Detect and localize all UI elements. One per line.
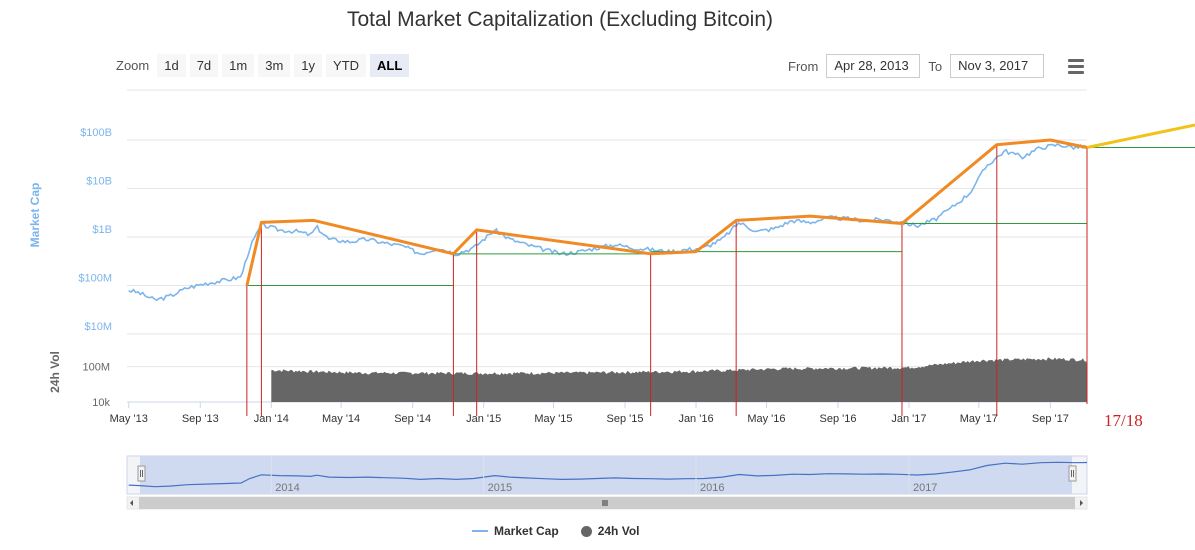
- zoom-button-all[interactable]: ALL: [370, 54, 410, 77]
- navigator-tick-label: 2016: [700, 482, 724, 494]
- zoom-button-1d[interactable]: 1d: [157, 54, 186, 77]
- chart-area[interactable]: $100B $10B $1B $100M $10M 100M 10k May '13 Sep …: [0, 0, 1195, 520]
- scroll-left-icon: [130, 500, 133, 506]
- to-date-input[interactable]: Nov 3, 2017: [950, 54, 1045, 78]
- x-tick-label: May '13: [110, 413, 148, 425]
- x-tick-label: Sep '16: [819, 413, 856, 425]
- trend-polyline: [245, 138, 1088, 286]
- from-date-input[interactable]: Apr 28, 2013: [826, 54, 921, 78]
- navigator-handle[interactable]: [1068, 465, 1077, 482]
- x-tick-label: Sep '14: [394, 413, 431, 425]
- scroll-right-icon: [1080, 500, 1083, 506]
- x-tick-label: Sep '15: [607, 413, 644, 425]
- x-tick-label: May '15: [534, 413, 572, 425]
- x-tick-label: Jan '16: [678, 413, 713, 425]
- y-tick-label: $100B: [80, 127, 112, 139]
- zoom-button-ytd[interactable]: YTD: [326, 54, 367, 77]
- market-cap-series: [128, 143, 1086, 302]
- zoom-bar: Zoom 1d 7d 1m 3m 1y YTD ALL: [116, 54, 410, 77]
- x-tick-label: May '14: [322, 413, 360, 425]
- vol-tick-label: 10k: [92, 397, 110, 409]
- navigator-handle[interactable]: [137, 465, 146, 482]
- line-swatch-icon: [472, 530, 488, 532]
- market-cap-line: [128, 143, 1086, 302]
- from-label: From: [788, 58, 819, 74]
- support-lines: [246, 147, 1195, 286]
- legend-item-market-cap[interactable]: Market Cap: [472, 524, 559, 538]
- x-tick-label: May '17: [960, 413, 998, 425]
- dot-swatch-icon: [580, 525, 592, 537]
- zoom-button-1y[interactable]: 1y: [294, 54, 323, 77]
- zoom-buttons: 1d 7d 1m 3m 1y YTD ALL: [157, 54, 410, 77]
- legend: Market Cap 24h Vol: [472, 524, 639, 538]
- y-tick-label: $10B: [86, 176, 112, 188]
- x-ticks: May '13 Sep '13 Jan '14 May '14 Sep '14 Jan '…: [110, 402, 1069, 425]
- volume-area: [271, 357, 1088, 402]
- x-tick-label: Jan '17: [891, 413, 926, 425]
- navigator-tick-label: 2014: [275, 482, 299, 494]
- marker-lines: [246, 144, 1088, 416]
- y-tick-label: $10M: [84, 321, 112, 333]
- zoom-label: Zoom: [116, 58, 150, 73]
- x-tick-label: Jan '15: [466, 413, 501, 425]
- y-ticks: $100B $10B $1B $100M $10M 100M 10k: [78, 127, 112, 409]
- y-tick-label: $100M: [78, 273, 112, 285]
- zoom-button-1m[interactable]: 1m: [222, 54, 255, 77]
- navigator-tick-label: 2017: [913, 482, 937, 494]
- navigator-tick-label: 2015: [488, 482, 512, 494]
- legend-label-market-cap: Market Cap: [494, 524, 559, 538]
- chart-title: Total Market Capitalization (Excluding B…: [346, 8, 774, 31]
- y-tick-label: $1B: [92, 224, 112, 236]
- zoom-button-3m[interactable]: 3m: [258, 54, 291, 77]
- navigator: 2014 2015 2016 2017: [126, 455, 1088, 510]
- annotation-label: 17/18: [1104, 411, 1143, 430]
- vol-tick-label: 100M: [82, 362, 110, 374]
- trend-line: [245, 123, 1195, 286]
- scrollbar[interactable]: [126, 496, 1088, 510]
- x-tick-label: Sep '13: [182, 413, 219, 425]
- projection-line: [1086, 123, 1195, 149]
- navigator-line: [128, 461, 1088, 488]
- x-tick-label: Sep '17: [1032, 413, 1069, 425]
- legend-item-vol[interactable]: 24h Vol: [580, 524, 640, 538]
- to-label: To: [928, 58, 943, 74]
- x-tick-label: Jan '14: [254, 413, 289, 425]
- date-range: From Apr 28, 2013 To Nov 3, 2017: [788, 54, 1052, 78]
- volume-series: [271, 357, 1088, 402]
- legend-label-vol: 24h Vol: [597, 524, 640, 538]
- hamburger-menu-icon[interactable]: [1068, 59, 1084, 77]
- x-tick-label: May '16: [747, 413, 785, 425]
- zoom-button-7d[interactable]: 7d: [189, 54, 219, 77]
